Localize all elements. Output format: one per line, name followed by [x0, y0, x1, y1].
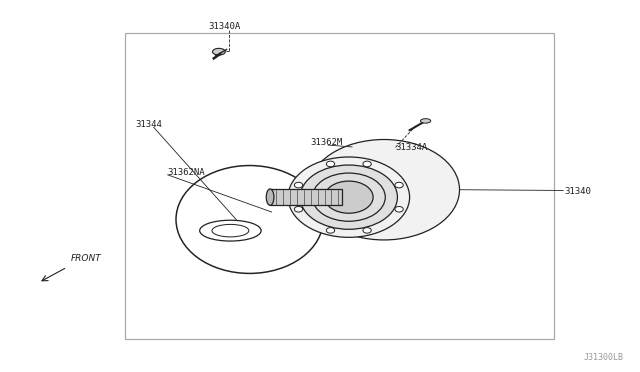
Ellipse shape [363, 161, 371, 167]
Ellipse shape [308, 140, 460, 240]
Ellipse shape [200, 220, 261, 241]
Ellipse shape [294, 206, 303, 212]
Ellipse shape [294, 182, 303, 188]
Ellipse shape [212, 224, 249, 237]
Text: J31300LB: J31300LB [584, 353, 624, 362]
Ellipse shape [395, 206, 403, 212]
Ellipse shape [212, 48, 225, 55]
Text: 31362NA: 31362NA [168, 168, 205, 177]
Ellipse shape [324, 181, 373, 213]
Text: 31334A: 31334A [396, 143, 428, 152]
Ellipse shape [312, 173, 385, 221]
Ellipse shape [288, 157, 410, 237]
Ellipse shape [395, 182, 403, 188]
Polygon shape [270, 189, 342, 205]
Text: 31362M: 31362M [310, 138, 342, 147]
Text: 31344: 31344 [136, 120, 163, 129]
Ellipse shape [266, 189, 274, 205]
Ellipse shape [363, 228, 371, 233]
Ellipse shape [300, 165, 397, 229]
Bar [125, 33, 554, 339]
Ellipse shape [326, 161, 335, 167]
Ellipse shape [176, 166, 323, 273]
Text: 31340: 31340 [564, 187, 591, 196]
Text: FRONT: FRONT [70, 254, 101, 263]
Text: 31340A: 31340A [208, 22, 240, 31]
Ellipse shape [326, 228, 335, 233]
Ellipse shape [420, 119, 431, 123]
